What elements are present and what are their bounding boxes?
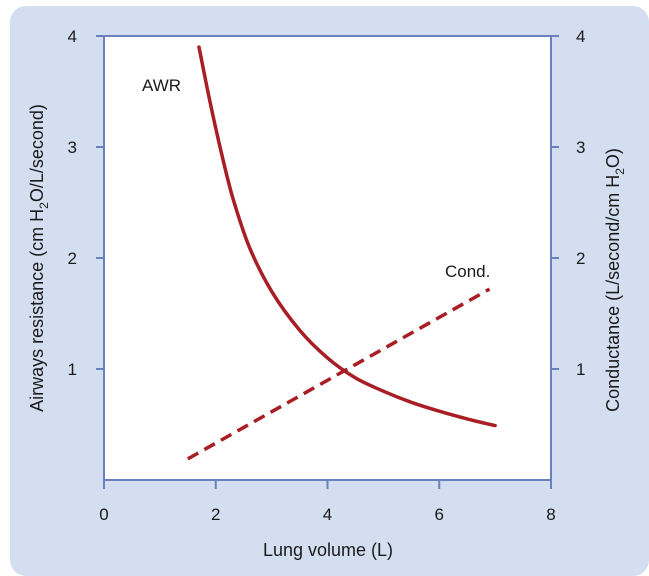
y-axis-label-right: Conductance (L/second/cm H2O) (603, 148, 627, 412)
y-tick-label-right: 3 (576, 138, 585, 157)
y-tick-label-left: 1 (68, 360, 77, 379)
series-cond-line (186, 287, 491, 461)
x-tick-label: 8 (546, 505, 555, 524)
plot-area (103, 35, 552, 481)
y-axis-label-left: Airways resistance (cm H2O/L/second) (27, 104, 51, 412)
series-label-cond: Cond. (445, 262, 490, 281)
y-tick-label-right: 2 (576, 249, 585, 268)
y-tick-label-left: 3 (68, 138, 77, 157)
y-tick-label-left: 2 (68, 249, 77, 268)
x-tick-label: 4 (323, 505, 332, 524)
series-label-awr: AWR (142, 76, 181, 95)
x-axis-label: Lung volume (L) (263, 540, 393, 560)
x-tick-label: 2 (211, 505, 220, 524)
y-tick-label-right: 4 (576, 27, 585, 46)
series-awr-line (197, 45, 497, 428)
x-tick-label: 6 (435, 505, 444, 524)
x-tick-label: 0 (99, 505, 108, 524)
axis-ticks (96, 35, 559, 489)
y-tick-label-left: 4 (68, 27, 77, 46)
tick-labels: 0 2 4 6 8 1 2 3 4 1 2 3 4 (68, 27, 586, 524)
y-tick-label-right: 1 (576, 360, 585, 379)
